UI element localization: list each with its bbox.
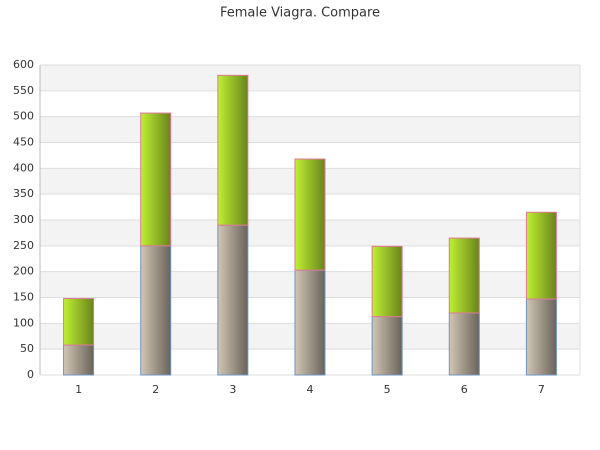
bar-segment xyxy=(294,269,326,376)
y-tick-label: 500 xyxy=(13,110,34,123)
x-tick-label: 7 xyxy=(538,383,545,396)
bar-segment xyxy=(63,344,95,376)
bar-segment xyxy=(371,245,403,318)
bar-segment xyxy=(448,237,480,314)
y-tick-label: 300 xyxy=(13,213,34,226)
bar-segment xyxy=(448,312,480,376)
y-tick-label: 0 xyxy=(27,368,34,381)
x-tick-label: 5 xyxy=(384,383,391,396)
bar-segment xyxy=(217,224,249,376)
x-tick-label: 4 xyxy=(307,383,314,396)
x-tick-label: 2 xyxy=(152,383,159,396)
y-tick-label: 50 xyxy=(20,342,34,355)
y-tick-label: 450 xyxy=(13,136,34,149)
bar-segment xyxy=(63,298,95,346)
y-tick-label: 600 xyxy=(13,58,34,71)
x-tick-label: 1 xyxy=(75,383,82,396)
bar-segment xyxy=(140,112,172,247)
y-tick-label: 250 xyxy=(13,239,34,252)
y-tick-label: 200 xyxy=(13,265,34,278)
bar-segment xyxy=(371,316,403,376)
x-tick-label: 3 xyxy=(229,383,236,396)
bar-segment xyxy=(294,158,326,271)
plot-band xyxy=(40,65,580,91)
y-tick-label: 550 xyxy=(13,84,34,97)
y-tick-label: 400 xyxy=(13,161,34,174)
bar-segment xyxy=(217,74,249,226)
y-tick-label: 150 xyxy=(13,291,34,304)
plot-band xyxy=(40,116,580,143)
bar-segment xyxy=(525,211,557,300)
y-tick-label: 350 xyxy=(13,187,34,200)
y-tick-label: 100 xyxy=(13,316,34,329)
chart-title: Female Viagra. Compare xyxy=(220,6,380,21)
x-tick-label: 6 xyxy=(461,383,468,396)
bar-segment xyxy=(140,245,172,376)
bar-segment xyxy=(525,298,557,376)
